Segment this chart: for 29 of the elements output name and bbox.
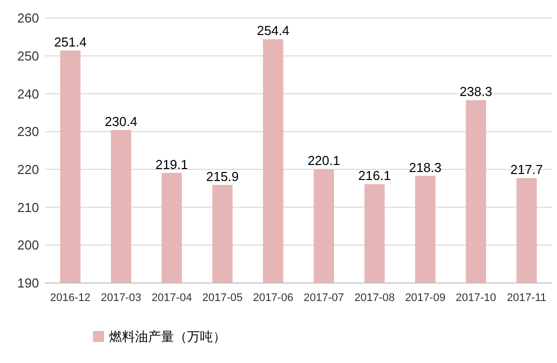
data-label: 217.7 — [510, 162, 543, 178]
x-tick-label: 2017-05 — [202, 292, 243, 304]
y-tick-label: 200 — [17, 238, 39, 253]
data-label: 215.9 — [206, 168, 239, 184]
data-label: 220.1 — [308, 153, 340, 168]
legend-label: 燃料油产量（万吨） — [109, 329, 226, 344]
y-tick-label: 190 — [17, 276, 39, 291]
y-tick-label: 260 — [17, 10, 39, 26]
data-label: 238.3 — [460, 84, 492, 100]
y-tick-label: 220 — [17, 162, 39, 177]
x-tick-label: 2017-07 — [304, 292, 344, 304]
x-tick-label: 2016-12 — [50, 292, 91, 304]
data-label: 254.4 — [256, 23, 290, 38]
y-tick-label: 250 — [17, 48, 39, 64]
y-tick-label: 240 — [17, 86, 39, 102]
data-label: 251.4 — [54, 34, 87, 50]
x-tick-label: 2017-06 — [252, 292, 294, 304]
x-tick-label: 2017-04 — [152, 292, 192, 304]
x-tick-label: 2017-11 — [506, 292, 546, 304]
data-label: 219.1 — [155, 156, 188, 172]
data-label: 216.1 — [358, 168, 391, 184]
x-tick-label: 2017-03 — [100, 292, 142, 304]
y-tick-label: 210 — [17, 200, 39, 215]
data-label: 230.4 — [104, 114, 138, 130]
y-tick-label: 230 — [17, 124, 39, 140]
x-tick-label: 2017-09 — [405, 292, 446, 304]
x-tick-label: 2017-10 — [456, 292, 496, 304]
x-tick-label: 2017-08 — [354, 292, 395, 304]
data-label: 218.3 — [408, 160, 442, 175]
